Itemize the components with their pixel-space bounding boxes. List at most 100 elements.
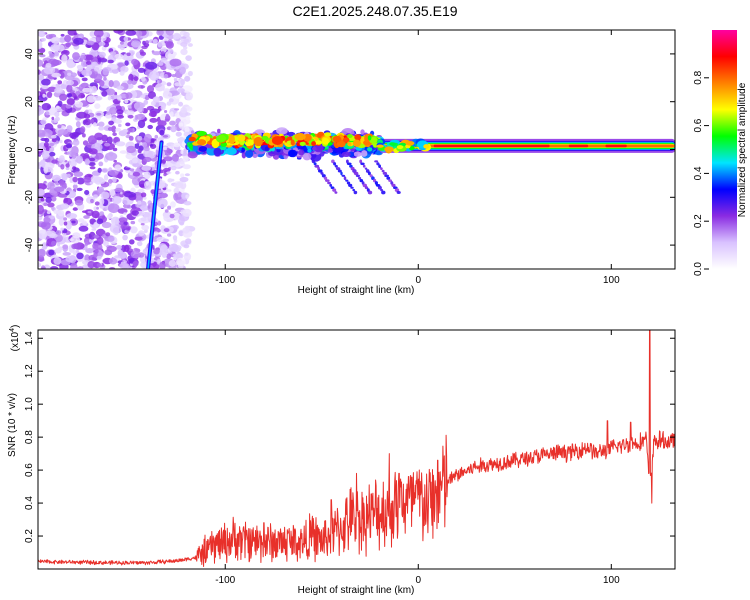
noise-blob — [166, 253, 172, 259]
noise-blob — [166, 233, 172, 237]
scatter-bright-blob — [342, 137, 350, 143]
noise-blob — [63, 221, 68, 226]
snr-y-tick-label: 0.2 — [24, 529, 35, 543]
noise-blob — [53, 118, 59, 124]
noise-blob — [185, 55, 192, 61]
noise-blob — [170, 165, 177, 171]
noise-blob — [38, 74, 45, 81]
scatter-blob — [198, 146, 208, 152]
noise-blob — [45, 230, 56, 237]
noise-blob — [76, 177, 85, 185]
noise-blob — [105, 113, 112, 119]
chirp-blob — [323, 176, 328, 180]
noise-blob — [86, 60, 92, 66]
noise-blob — [87, 261, 96, 269]
noise-blob — [83, 215, 90, 219]
noise-blob — [65, 166, 70, 171]
tone-core — [568, 144, 589, 148]
noise-blob — [114, 187, 123, 193]
scatter-bright-blob — [324, 132, 332, 137]
noise-blob — [125, 30, 137, 36]
noise-blob — [125, 110, 135, 116]
noise-blob — [97, 57, 102, 63]
noise-blob — [158, 61, 164, 66]
snr-frame — [37, 329, 676, 570]
noise-blob — [84, 158, 91, 166]
chirp-blob — [329, 183, 333, 187]
noise-blob — [185, 238, 192, 245]
chirp-blob — [355, 174, 360, 178]
noise-blob — [149, 117, 158, 123]
noise-blob — [91, 85, 97, 94]
noise-blob — [76, 155, 83, 164]
noise-blob — [93, 67, 100, 72]
noise-blob — [124, 60, 129, 66]
noise-blob — [137, 85, 146, 89]
noise-blob — [183, 31, 190, 38]
noise-blob — [113, 159, 117, 163]
noise-blob — [78, 92, 85, 99]
noise-blob — [114, 164, 122, 172]
snr-y-tick-label: 0.8 — [24, 430, 35, 444]
noise-blob — [83, 176, 92, 183]
noise-blob — [40, 119, 47, 125]
noise-blob — [150, 189, 156, 195]
chirp-blob — [340, 171, 343, 176]
snr-y-tick-label: 1.0 — [24, 397, 35, 411]
noise-blob — [107, 95, 112, 101]
noise-blob — [80, 126, 86, 134]
figure-title: C2E1.2025.248.07.35.E19 — [292, 3, 457, 19]
chirp-blob — [314, 164, 320, 168]
noise-blob — [73, 37, 84, 45]
noise-blob — [115, 127, 121, 132]
noise-blob — [49, 142, 55, 147]
noise-blob — [107, 214, 112, 220]
noise-blob — [51, 174, 61, 182]
snr-x-tick-label: 0 — [415, 575, 421, 586]
scatter-bright-blob — [364, 134, 370, 143]
noise-blob — [107, 59, 114, 64]
chirp-blob — [378, 164, 381, 168]
noise-blob — [169, 58, 182, 67]
noise-blob — [81, 264, 89, 269]
noise-blob — [45, 147, 50, 152]
snr-y-tick-label: 0.4 — [24, 496, 35, 510]
noise-blob — [119, 70, 125, 76]
chirp-blob — [318, 169, 323, 173]
tone-blob — [389, 142, 396, 146]
noise-blob — [75, 91, 81, 96]
chirp-blob — [380, 167, 383, 171]
noise-blob — [80, 54, 86, 60]
colorbar-tick-label: 0.2 — [693, 214, 704, 228]
noise-blob — [184, 252, 189, 256]
noise-blob — [51, 137, 57, 143]
noise-blob — [99, 198, 105, 206]
chirp-blob — [390, 181, 394, 185]
noise-blob — [119, 262, 130, 269]
snr-y-label: SNR (10 * v/v) — [7, 393, 18, 457]
noise-blob — [40, 137, 47, 142]
noise-blob — [152, 51, 162, 56]
scatter-bright-blob — [247, 139, 255, 146]
chirp-blob — [391, 183, 396, 187]
noise-blob — [185, 194, 189, 199]
noise-blob — [55, 247, 62, 254]
noise-blob — [137, 188, 145, 193]
noise-blob — [99, 211, 105, 217]
chirp-blob — [334, 191, 338, 194]
noise-blob — [89, 166, 96, 170]
noise-blob — [73, 32, 78, 36]
chirp-blob — [381, 169, 385, 173]
scatter-blob — [264, 146, 270, 152]
noise-blob — [111, 222, 115, 226]
noise-blob — [159, 129, 165, 136]
noise-blob — [180, 41, 188, 47]
noise-blob — [108, 178, 113, 184]
noise-blob — [150, 138, 155, 143]
chirp-blob — [348, 183, 353, 187]
noise-blob — [55, 44, 65, 52]
noise-blob — [140, 192, 147, 198]
spectrogram-x-tick-label: -100 — [215, 275, 235, 286]
noise-blob — [112, 176, 117, 183]
tone-core — [433, 144, 550, 148]
